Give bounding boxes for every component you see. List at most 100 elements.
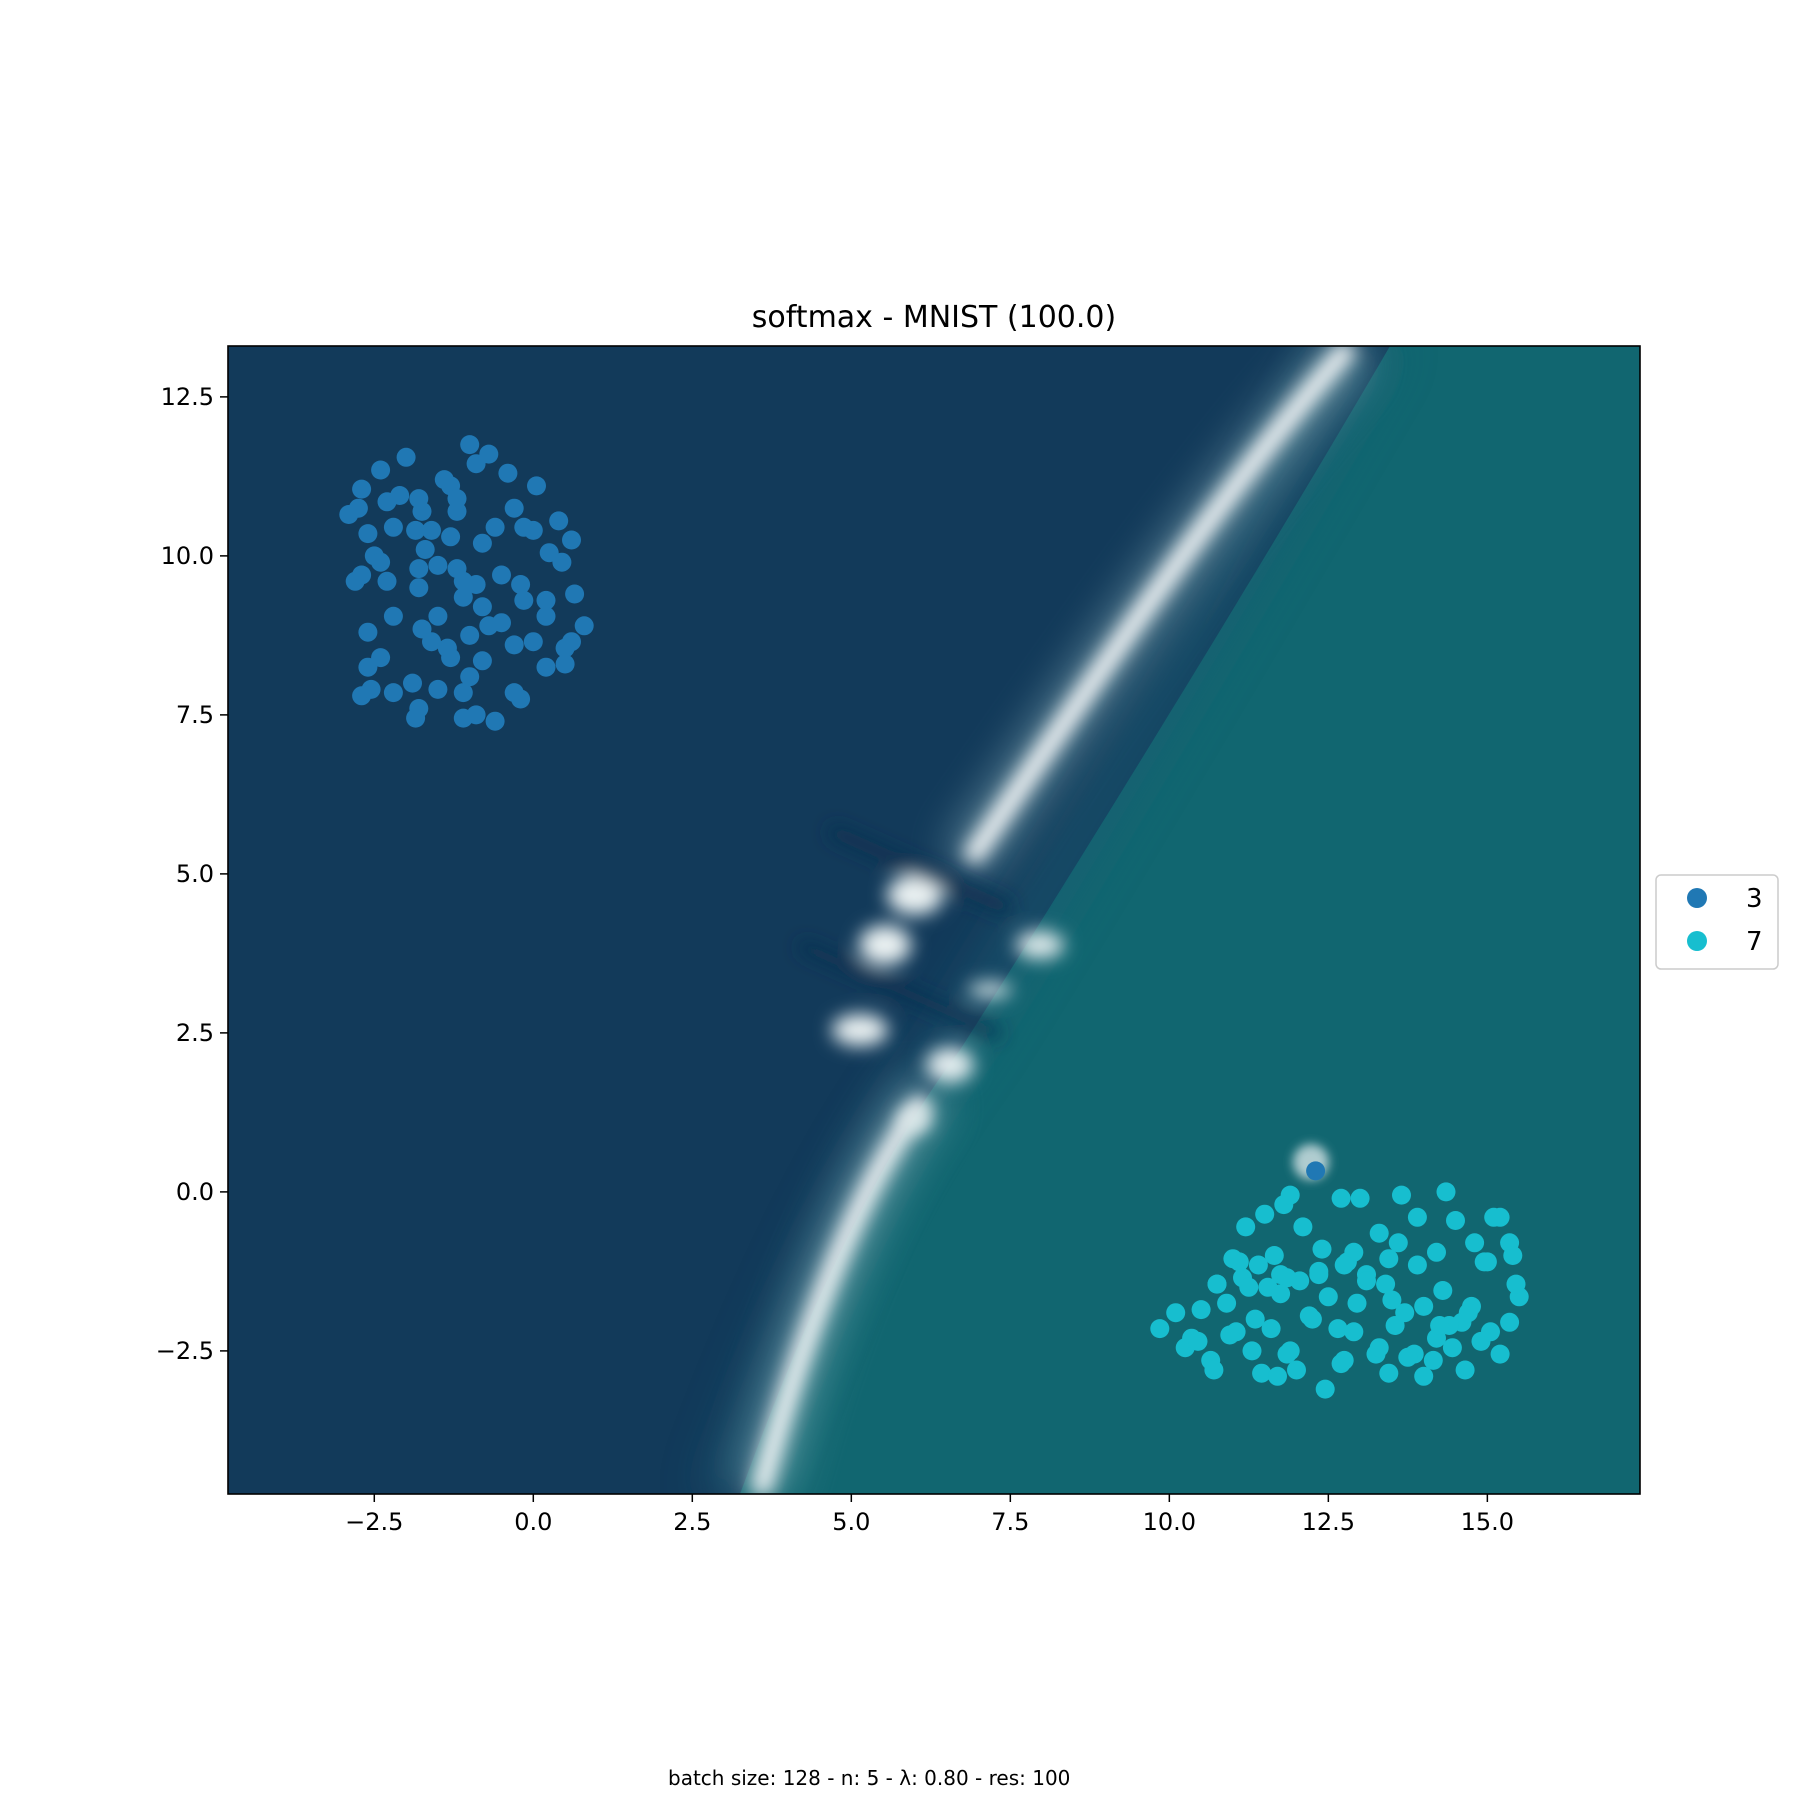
point-class-3 [422, 520, 441, 540]
point-class-7 [1207, 1274, 1227, 1294]
point-class-3 [472, 533, 492, 553]
point-class-7 [1271, 1284, 1291, 1304]
y-tick-label: 2.5 [176, 1019, 214, 1047]
plot-frame [227, 345, 1641, 1495]
point-class-7 [1436, 1182, 1456, 1202]
point-class-3 [383, 517, 403, 537]
point-class-3 [498, 463, 518, 483]
point-class-7 [1369, 1223, 1389, 1243]
y-axis: −2.5 0.0 2.5 5.0 7.5 10.0 12.5 [156, 383, 228, 1365]
point-class-7 [1150, 1319, 1170, 1339]
legend-label-7: 7 [1746, 927, 1763, 957]
point-class-7 [1465, 1233, 1485, 1253]
point-class-7 [1334, 1350, 1354, 1370]
point-class-7 [1430, 1316, 1450, 1335]
point-class-3 [422, 632, 441, 652]
point-class-7 [1302, 1309, 1322, 1329]
point-class-3 [460, 667, 480, 687]
point-class-3 [574, 616, 594, 636]
point-class-3 [390, 486, 410, 505]
point-class-7 [1191, 1300, 1211, 1320]
point-class-7 [1204, 1360, 1224, 1380]
point-class-7 [1414, 1296, 1434, 1316]
point-class-7 [1264, 1246, 1284, 1265]
x-tick-label: 7.5 [991, 1508, 1029, 1536]
point-class-7 [1245, 1309, 1265, 1329]
x-tick-label: 10.0 [1143, 1508, 1196, 1536]
point-class-7 [1477, 1252, 1497, 1272]
point-class-3 [565, 584, 585, 604]
point-class-3 [514, 517, 534, 537]
point-class-3 [358, 524, 378, 544]
point-class-3 [539, 543, 559, 563]
point-class-7 [1490, 1344, 1510, 1364]
point-class-3 [472, 651, 492, 671]
y-tick-label: 0.0 [176, 1178, 214, 1206]
point-class-3 [361, 679, 381, 699]
point-class-3 [403, 673, 422, 693]
point-class-7 [1446, 1211, 1465, 1230]
point-class-3 [479, 444, 499, 464]
point-class-7 [1248, 1255, 1268, 1275]
point-class-7 [1312, 1239, 1332, 1259]
point-class-3 [428, 606, 448, 626]
point-class-3 [492, 565, 511, 585]
point-class-3 [396, 447, 416, 467]
point-class-7 [1277, 1268, 1297, 1288]
point-class-3 [453, 683, 473, 703]
point-class-7 [1220, 1325, 1240, 1345]
point-class-7 [1252, 1363, 1272, 1383]
point-class-7 [1395, 1303, 1415, 1323]
point-class-7 [1188, 1331, 1208, 1351]
point-class-7 [1357, 1271, 1376, 1291]
point-class-7 [1344, 1322, 1364, 1342]
point-class-3 [511, 575, 531, 594]
point-class-7 [1376, 1274, 1396, 1294]
point-class-3 [409, 578, 429, 598]
point-class-7 [1328, 1319, 1348, 1339]
legend: 3 7 [1655, 874, 1779, 970]
point-class-3 [383, 606, 403, 626]
y-tick-label: 7.5 [176, 701, 214, 729]
point-class-3 [406, 520, 426, 540]
point-class-7 [1398, 1347, 1418, 1367]
point-class-7 [1166, 1303, 1186, 1323]
point-class-3 [358, 622, 378, 642]
point-class-7 [1481, 1322, 1500, 1342]
point-class-3 [1306, 1161, 1326, 1181]
point-class-7 [1239, 1277, 1259, 1297]
point-class-3 [549, 511, 569, 531]
y-tick-label: 12.5 [161, 383, 214, 411]
point-class-3 [555, 654, 575, 674]
point-class-3 [348, 498, 368, 518]
point-class-7 [1268, 1366, 1287, 1386]
point-class-3 [453, 708, 473, 728]
point-class-7 [1350, 1188, 1370, 1208]
point-class-3 [485, 711, 505, 731]
point-class-3 [527, 476, 546, 496]
point-class-7 [1242, 1341, 1262, 1361]
point-class-3 [409, 559, 429, 579]
point-class-3 [536, 590, 556, 610]
scatter-points [339, 435, 1529, 1399]
point-class-3 [447, 501, 467, 521]
chart-title: softmax - MNIST (100.0) [752, 300, 1116, 335]
point-class-7 [1261, 1319, 1281, 1339]
point-class-7 [1255, 1204, 1275, 1224]
point-class-3 [511, 689, 531, 709]
x-tick-label: 5.0 [832, 1508, 870, 1536]
point-class-3 [466, 575, 486, 594]
point-class-7 [1503, 1246, 1523, 1265]
point-class-7 [1506, 1274, 1526, 1294]
point-class-7 [1277, 1344, 1297, 1364]
y-tick-label: 10.0 [161, 542, 214, 570]
legend-frame [1655, 874, 1779, 970]
point-class-3 [536, 657, 556, 677]
point-class-7 [1407, 1207, 1427, 1227]
legend-marker-7 [1687, 931, 1707, 951]
point-class-7 [1423, 1350, 1443, 1370]
point-class-3 [371, 460, 391, 480]
point-class-7 [1315, 1379, 1335, 1399]
point-class-3 [460, 435, 480, 455]
point-class-7 [1236, 1217, 1256, 1237]
